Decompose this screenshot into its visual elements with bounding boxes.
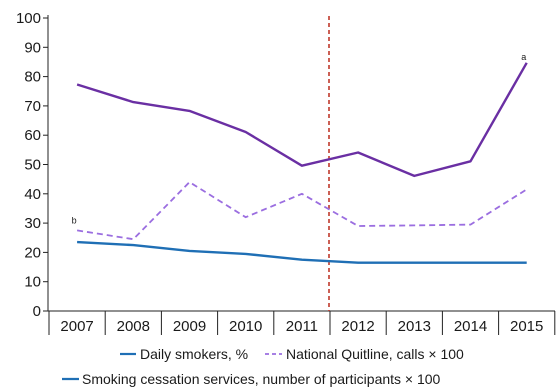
y-tick-label: 20: [24, 244, 41, 261]
series-line-3: [76, 62, 528, 178]
x-tick-label: 2008: [117, 318, 150, 335]
x-tick-label: 2009: [173, 318, 206, 335]
series-line-2: [76, 181, 528, 241]
x-axis: 2007 2008 2009 2010 2011 2012 2013 2014 2015: [43, 310, 556, 335]
x-tick-label: 2010: [229, 318, 262, 335]
x-tick-label: 2012: [341, 318, 374, 335]
x-tick-label: 2013: [398, 318, 431, 335]
legend-label: Smoking cessation services, number of pa…: [82, 371, 441, 387]
y-tick-label: 90: [24, 39, 41, 56]
y-tick-label: 50: [24, 157, 41, 174]
series-layer: ab: [72, 16, 528, 311]
y-tick-label: 30: [24, 215, 41, 232]
legend-label: National Quitline, calls × 100: [286, 346, 464, 362]
x-tick-label: 2015: [510, 318, 543, 335]
y-tick-label: 10: [24, 274, 41, 291]
y-tick-label: 60: [24, 127, 41, 144]
annotation-label: b: [72, 215, 77, 225]
series-line-1: [77, 240, 527, 264]
x-tick-label: 2007: [60, 318, 93, 335]
y-axis: 0 10 20 30 40 50 60 70 80 90 100: [16, 10, 49, 320]
y-tick-label: 80: [24, 69, 41, 86]
x-tick-label: 2014: [454, 318, 487, 335]
annotation-label: a: [521, 52, 526, 62]
y-tick-label: 0: [33, 303, 41, 320]
y-tick-label: 40: [24, 186, 41, 203]
x-tick-label: 2011: [286, 318, 318, 335]
y-tick-label: 70: [24, 98, 41, 115]
y-tick-label: 100: [16, 10, 41, 27]
legend-label: Daily smokers, %: [140, 346, 248, 362]
legend: Daily smokers, % National Quitline, calls…: [62, 346, 464, 387]
